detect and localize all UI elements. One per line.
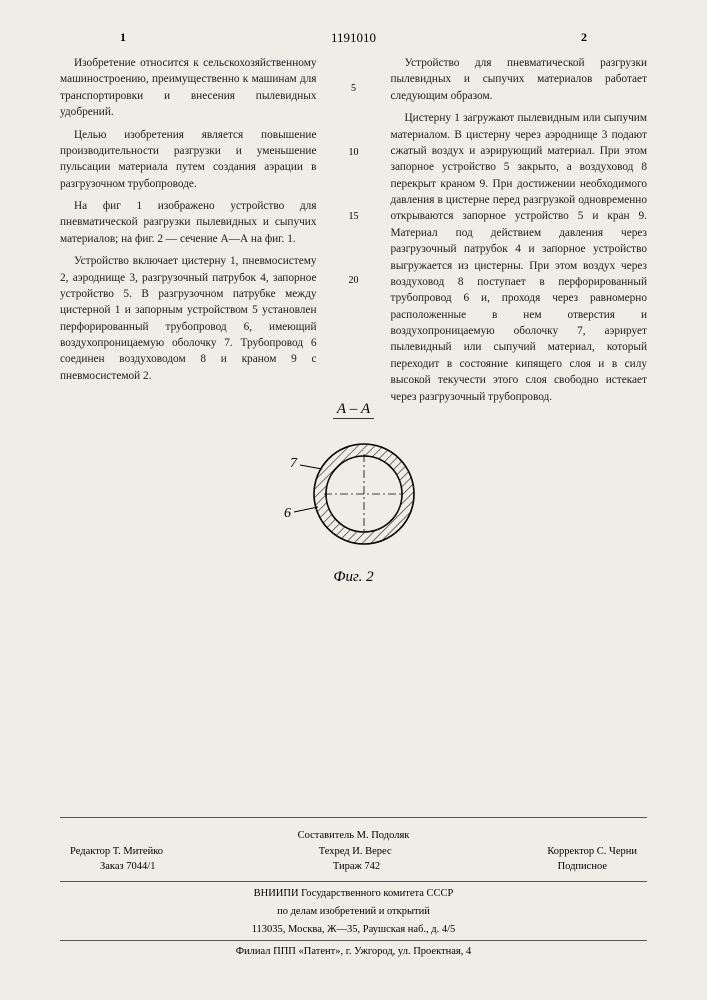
- address1: 113035, Москва, Ж—35, Раушская наб., д. …: [60, 922, 647, 938]
- subscription: Подписное: [558, 859, 607, 875]
- techred: Техред И. Верес: [319, 844, 392, 860]
- text-columns: Изобретение относится к сельскохозяйстве…: [60, 55, 647, 411]
- editor: Редактор Т. Митейко: [70, 844, 163, 860]
- label-6: 6: [284, 506, 291, 521]
- para: На фиг 1 изображено устройство для пневм…: [60, 198, 317, 247]
- right-column: Устройство для пневматической разгрузки …: [391, 55, 648, 411]
- para: Устройство для пневматической разгрузки …: [391, 55, 648, 104]
- footer-row-2: Заказ 7044/1 Тираж 742 Подписное: [60, 859, 647, 882]
- line-num: 10: [345, 147, 363, 158]
- corrector: Корректор С. Черни: [547, 844, 637, 860]
- footer-row-1: Редактор Т. Митейко Техред И. Верес Корр…: [60, 844, 647, 860]
- line-number-gutter: 5 10 15 20: [345, 55, 363, 411]
- address2: Филиал ППП «Патент», г. Ужгород, ул. Про…: [60, 940, 647, 960]
- left-column: Изобретение относится к сельскохозяйстве…: [60, 55, 317, 411]
- para: Изобретение относится к сельскохозяйстве…: [60, 55, 317, 121]
- para: Целью изобретения является повышение про…: [60, 127, 317, 193]
- label-7: 7: [290, 456, 298, 471]
- para: Цистерну 1 загружают пылевидным или сыпу…: [391, 110, 648, 405]
- compiler: Составитель М. Подоляк: [60, 828, 647, 844]
- cross-section-diagram: 7 6: [264, 429, 444, 559]
- org2: по делам изобретений и открытий: [60, 904, 647, 920]
- right-column-number: 2: [581, 30, 587, 45]
- para: Устройство включает цистерну 1, пневмоси…: [60, 253, 317, 384]
- line-num: 5: [345, 83, 363, 94]
- section-label: А – А: [333, 401, 374, 419]
- figure-caption: Фиг. 2: [0, 569, 707, 586]
- line-num: 20: [345, 275, 363, 286]
- order: Заказ 7044/1: [100, 859, 155, 875]
- figure-2: А – А 7 6 Фиг. 2: [0, 400, 707, 586]
- footer: Составитель М. Подоляк Редактор Т. Митей…: [60, 817, 647, 960]
- line-num: 15: [345, 211, 363, 222]
- tirage: Тираж 742: [333, 859, 380, 875]
- org1: ВНИИПИ Государственного комитета СССР: [60, 886, 647, 902]
- left-column-number: 1: [120, 30, 126, 45]
- document-number: 1191010: [331, 30, 376, 46]
